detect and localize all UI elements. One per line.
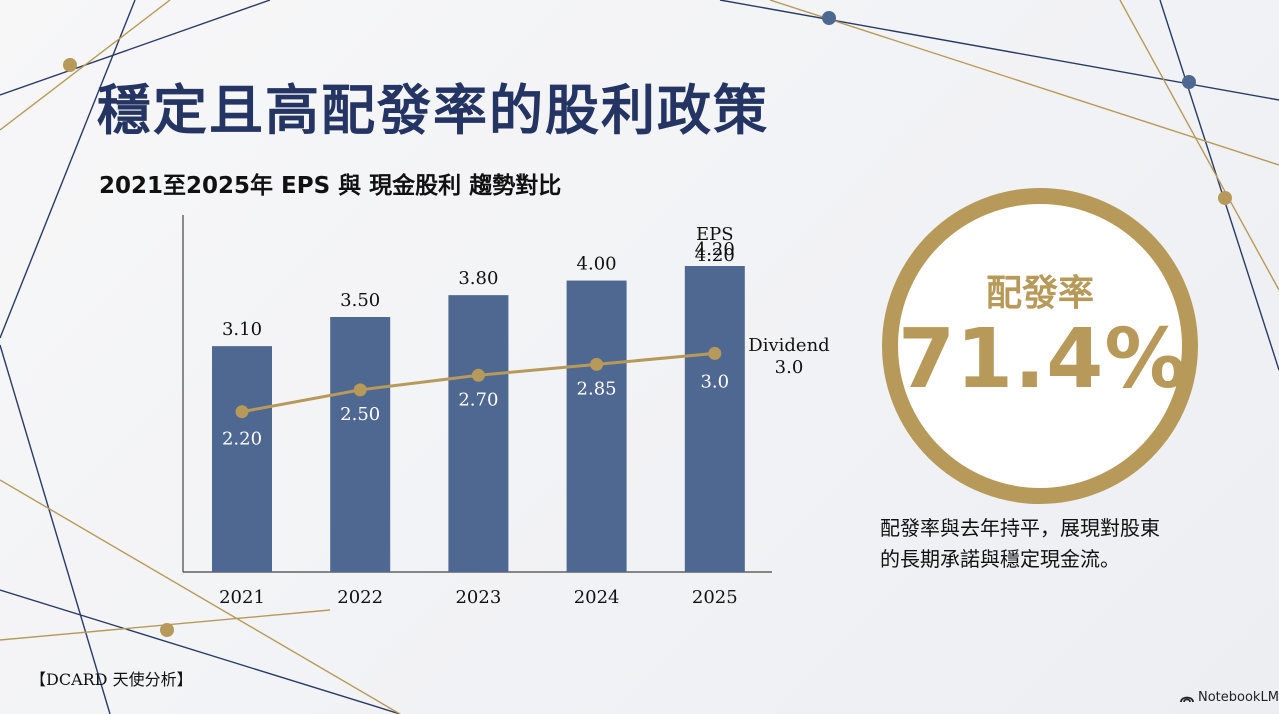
- x-tick-label: 2024: [574, 587, 620, 608]
- page-title: 穩定且高配發率的股利政策: [97, 79, 769, 142]
- x-tick-label: 2021: [219, 587, 265, 608]
- eps-data-label: 3.80: [458, 268, 498, 289]
- eps-bar: [330, 317, 391, 572]
- x-tick-label: 2023: [455, 587, 501, 608]
- x-tick-label: 2022: [337, 587, 383, 608]
- dividend-data-label: 2.85: [577, 378, 617, 399]
- decor-dot: [1182, 75, 1196, 89]
- chart-subtitle: 2021至2025年 EPS 與 現金股利 趨勢對比: [99, 173, 562, 199]
- decor-dot: [1218, 191, 1232, 205]
- notebooklm-logo-icon: [1180, 696, 1194, 702]
- dividend-point: [590, 357, 604, 371]
- brand-watermark: NotebookLM: [1180, 690, 1279, 705]
- dividend-legend-value: 3.0: [775, 357, 804, 378]
- eps-bar: [448, 295, 509, 572]
- decor-dot: [822, 11, 836, 25]
- eps-bar: [212, 346, 272, 572]
- eps-bar: [684, 266, 745, 572]
- dividend-legend-label: Dividend: [748, 335, 829, 356]
- payout-description-line: 的長期承諾與穩定現金流。: [880, 547, 1120, 571]
- payout-ratio-ring: 配發率 71.4%: [882, 188, 1198, 504]
- dividend-point: [235, 405, 249, 419]
- x-tick-label: 2025: [692, 587, 738, 608]
- dividend-data-label: 3.0: [700, 371, 729, 392]
- eps-bar: [566, 280, 627, 572]
- eps-data-label: 4.00: [577, 254, 617, 275]
- dividend-point: [708, 346, 722, 360]
- payout-ratio-label: 配發率: [985, 273, 1094, 314]
- payout-description: 配發率與去年持平，展現對股東 的長期承諾與穩定現金流。: [880, 513, 1200, 575]
- eps-data-label: 3.50: [340, 290, 380, 311]
- source-note: 【DCARD 天使分析】: [30, 670, 193, 689]
- dividend-data-label: 2.70: [458, 389, 498, 410]
- eps-legend-value: 4.20: [695, 245, 735, 266]
- eps-data-label: 4.20: [695, 239, 735, 260]
- eps-legend-label: EPS: [696, 224, 734, 245]
- brand-name: NotebookLM: [1198, 690, 1279, 705]
- payout-ratio-value: 71.4%: [898, 312, 1188, 407]
- dividend-data-label: 2.20: [222, 429, 262, 450]
- decor-dot: [160, 623, 174, 637]
- decor-dot: [63, 58, 77, 72]
- eps-data-label: 3.10: [222, 319, 262, 340]
- dividend-point: [353, 383, 367, 397]
- dividend-point: [471, 368, 485, 382]
- payout-description-line: 配發率與去年持平，展現對股東: [880, 516, 1160, 540]
- dividend-data-label: 2.50: [340, 404, 380, 425]
